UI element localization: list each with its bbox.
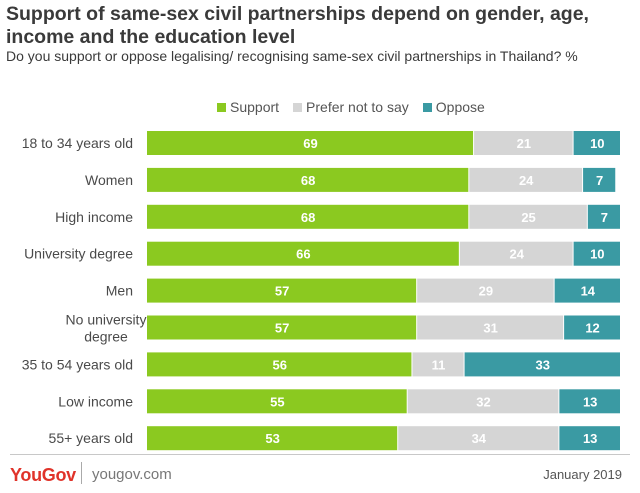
bar-segment-support — [147, 426, 398, 451]
bar-segment-support — [147, 241, 459, 266]
yougov-logo: YouGov — [10, 465, 76, 485]
category-label: High income — [55, 209, 133, 225]
bar-segment-prefer-not-to-say — [417, 278, 554, 303]
bar-segment-support — [147, 167, 469, 192]
legend-item-oppose: Oppose — [422, 99, 485, 115]
data-label: 21 — [517, 136, 531, 151]
legend-swatch-oppose — [422, 102, 432, 112]
bar-segment-prefer-not-to-say — [398, 426, 559, 451]
category-label: Low income — [58, 393, 133, 409]
bar-segment-oppose — [559, 426, 620, 451]
data-label: 32 — [476, 394, 490, 409]
logo-separator — [81, 462, 82, 484]
bar-segment-support — [147, 352, 412, 377]
bar-segment-prefer-not-to-say — [417, 315, 564, 340]
bar-segment-prefer-not-to-say — [459, 241, 573, 266]
legend-swatch-support — [217, 102, 226, 112]
bar-segment-oppose — [559, 389, 620, 414]
data-label: 57 — [275, 321, 289, 336]
bar-segment-support — [147, 389, 407, 414]
data-label: 24 — [509, 247, 524, 262]
bar-segment-prefer-not-to-say — [474, 131, 573, 155]
legend-swatch-prefer-not — [293, 102, 303, 112]
data-label: 7 — [601, 210, 608, 225]
data-label: 11 — [432, 357, 446, 372]
data-label: 68 — [301, 173, 315, 188]
category-label: 35 to 54 years old — [22, 356, 133, 372]
date-label: January 2019 — [543, 467, 622, 482]
data-label: 29 — [479, 284, 493, 299]
chart-subtitle: Do you support or oppose legalising/ rec… — [6, 48, 578, 64]
data-label: 10 — [590, 136, 604, 151]
bar-segment-prefer-not-to-say — [407, 389, 559, 414]
category-label-line: degree — [84, 329, 128, 345]
data-label: 56 — [272, 357, 286, 372]
category-label: Men — [106, 283, 133, 299]
category-label: Women — [85, 172, 133, 188]
bar-segment-support — [147, 278, 417, 303]
bar-segment-oppose — [583, 167, 616, 192]
data-label: 68 — [301, 210, 315, 225]
bar-segment-oppose — [573, 241, 620, 266]
chart-title: Support of same-sex civil partnerships d… — [6, 3, 589, 48]
legend-label-oppose: Oppose — [435, 99, 485, 115]
legend: Support Prefer not to say Oppose — [217, 99, 499, 115]
data-label: 34 — [472, 431, 487, 446]
data-label: 24 — [519, 173, 534, 188]
data-label: 13 — [583, 394, 597, 409]
category-label: 55+ years old — [49, 430, 133, 446]
data-label: 57 — [275, 284, 289, 299]
legend-label-prefer-not: Prefer not to say — [306, 99, 409, 115]
bar-segment-prefer-not-to-say — [469, 204, 587, 229]
data-label: 12 — [585, 321, 599, 336]
data-label: 33 — [536, 357, 550, 372]
data-label: 13 — [583, 431, 597, 446]
bar-segment-prefer-not-to-say — [412, 352, 464, 377]
data-label: 14 — [581, 284, 596, 299]
bar-segment-support — [147, 204, 469, 229]
bar-segment-support — [147, 131, 474, 155]
legend-label-support: Support — [230, 99, 280, 115]
bar-segment-oppose — [573, 131, 620, 155]
bar-segment-oppose — [554, 278, 620, 303]
data-label: 7 — [596, 173, 603, 188]
data-label: 66 — [296, 247, 310, 262]
footer-divider — [10, 454, 630, 455]
bar-segment-prefer-not-to-say — [469, 167, 583, 192]
bar-segment-oppose — [587, 204, 620, 229]
data-label: 53 — [265, 431, 279, 446]
bar-segment-support — [147, 315, 417, 340]
category-label: No university degree — [66, 312, 147, 345]
data-label: 25 — [521, 210, 535, 225]
category-label: 18 to 34 years old — [22, 135, 133, 151]
data-label: 69 — [303, 136, 317, 151]
data-label: 55 — [270, 394, 284, 409]
category-label-line: No university — [66, 312, 147, 328]
legend-item-prefer-not: Prefer not to say — [293, 99, 409, 115]
data-label: 10 — [590, 247, 604, 262]
data-label: 31 — [483, 321, 497, 336]
footer: YouGov yougov.com January 2019 — [0, 454, 640, 493]
site-url[interactable]: yougov.com — [92, 466, 172, 483]
bar-segment-oppose — [564, 315, 620, 340]
bar-segment-oppose — [464, 352, 620, 377]
category-label: University degree — [24, 246, 133, 262]
legend-item-support: Support — [217, 99, 279, 115]
